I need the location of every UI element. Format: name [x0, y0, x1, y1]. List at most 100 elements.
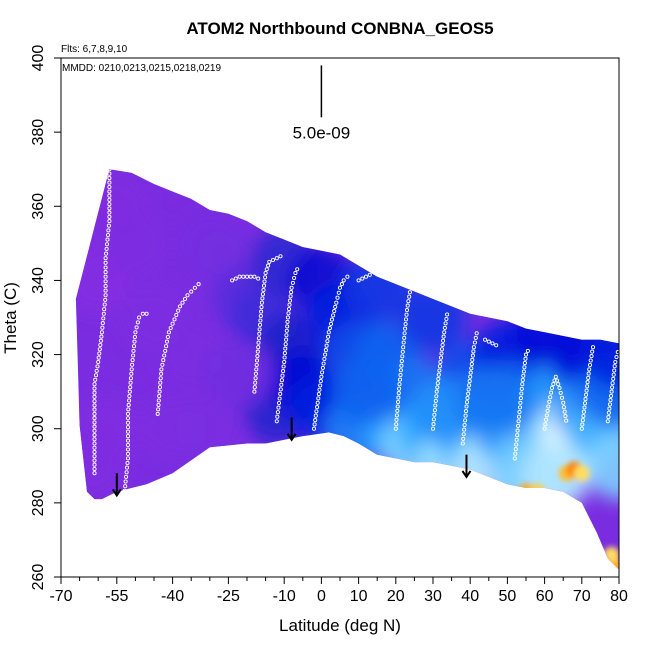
track-point: [137, 315, 142, 320]
x-tick-label: 20: [387, 588, 405, 605]
field-sample: [332, 357, 401, 426]
track-point: [514, 442, 519, 447]
track-point: [579, 426, 584, 431]
track-point: [144, 311, 149, 316]
arrow-head: [111, 488, 122, 498]
track-point: [134, 325, 139, 330]
track-point: [258, 313, 263, 319]
hotspot-sample: [544, 505, 561, 522]
track-point: [315, 405, 320, 410]
track-point: [564, 418, 569, 423]
track-point: [156, 402, 161, 408]
track-point: [432, 412, 437, 417]
track-point: [393, 263, 398, 268]
track-point: [378, 259, 383, 264]
track-point: [156, 407, 161, 412]
field-sample: [454, 365, 523, 434]
track-point: [174, 312, 179, 318]
track-point: [256, 340, 261, 345]
track-point: [276, 405, 281, 410]
track-point: [129, 367, 134, 372]
track-point: [431, 417, 436, 422]
track-point: [438, 359, 443, 365]
track-point: [546, 404, 551, 409]
track-point: [189, 289, 194, 294]
track-point: [128, 380, 133, 385]
track-point: [606, 415, 611, 420]
track-point: [441, 338, 446, 343]
track-point: [279, 378, 284, 383]
track-point: [312, 422, 317, 427]
track-point: [436, 376, 441, 381]
track-point: [513, 447, 518, 452]
track-point: [286, 306, 292, 312]
track-point: [590, 349, 595, 354]
track-point: [337, 285, 343, 290]
track-point: [158, 376, 163, 381]
y-tick-label: 320: [30, 341, 47, 368]
track-point: [92, 407, 97, 412]
flight-track: [393, 290, 412, 431]
track-point: [256, 336, 261, 341]
track-point: [283, 346, 288, 351]
track-point: [547, 399, 552, 404]
track-point: [97, 351, 102, 356]
arrow-head: [461, 470, 472, 479]
track-point: [279, 382, 284, 387]
track-point: [430, 426, 436, 431]
track-point: [263, 270, 268, 276]
track-point: [164, 339, 170, 344]
track-point: [516, 423, 521, 428]
hotspot-sample: [529, 483, 546, 500]
track-point: [561, 405, 566, 410]
track-point: [466, 387, 471, 392]
track-point: [444, 316, 449, 322]
track-point: [582, 401, 588, 406]
track-point: [323, 352, 328, 357]
track-point: [433, 398, 438, 403]
track-point: [252, 389, 257, 394]
track-point: [313, 418, 318, 423]
track-point: [467, 383, 472, 388]
track-point: [516, 414, 522, 419]
field-sample: [585, 431, 619, 500]
x-tick-label: -10: [273, 588, 296, 605]
track-point: [542, 426, 547, 431]
track-point: [607, 406, 612, 411]
track-point: [92, 403, 97, 408]
track-point: [583, 397, 588, 402]
track-point: [282, 359, 287, 365]
track-point: [363, 274, 369, 279]
track-point: [124, 474, 129, 479]
hotspot-sample: [603, 546, 619, 563]
track-point: [486, 339, 491, 344]
track-point: [92, 449, 97, 455]
track-point: [614, 354, 619, 360]
track-point: [608, 398, 613, 403]
track-point: [396, 395, 401, 400]
x-tick-label: 10: [350, 588, 368, 605]
track-point: [97, 347, 102, 352]
track-point: [92, 424, 97, 429]
track-point: [124, 470, 129, 475]
track-point: [107, 180, 112, 185]
track-point: [125, 425, 131, 430]
track-point: [464, 400, 470, 405]
track-point: [401, 340, 406, 345]
track-point: [544, 417, 549, 422]
scale-indicator: 5.0e-09: [293, 65, 350, 142]
x-tick-label: 60: [536, 588, 554, 605]
track-point: [521, 373, 526, 378]
track-point: [278, 387, 283, 392]
track-point: [519, 386, 524, 391]
track-point: [467, 379, 472, 384]
track-point: [289, 290, 294, 295]
track-point: [468, 370, 473, 375]
x-tick-label: -25: [217, 588, 240, 605]
y-tick-label: 400: [30, 45, 47, 72]
track-point: [334, 300, 339, 305]
track-point: [140, 311, 145, 316]
track-point: [104, 251, 109, 256]
track-point: [523, 356, 528, 361]
track-point: [127, 394, 132, 399]
